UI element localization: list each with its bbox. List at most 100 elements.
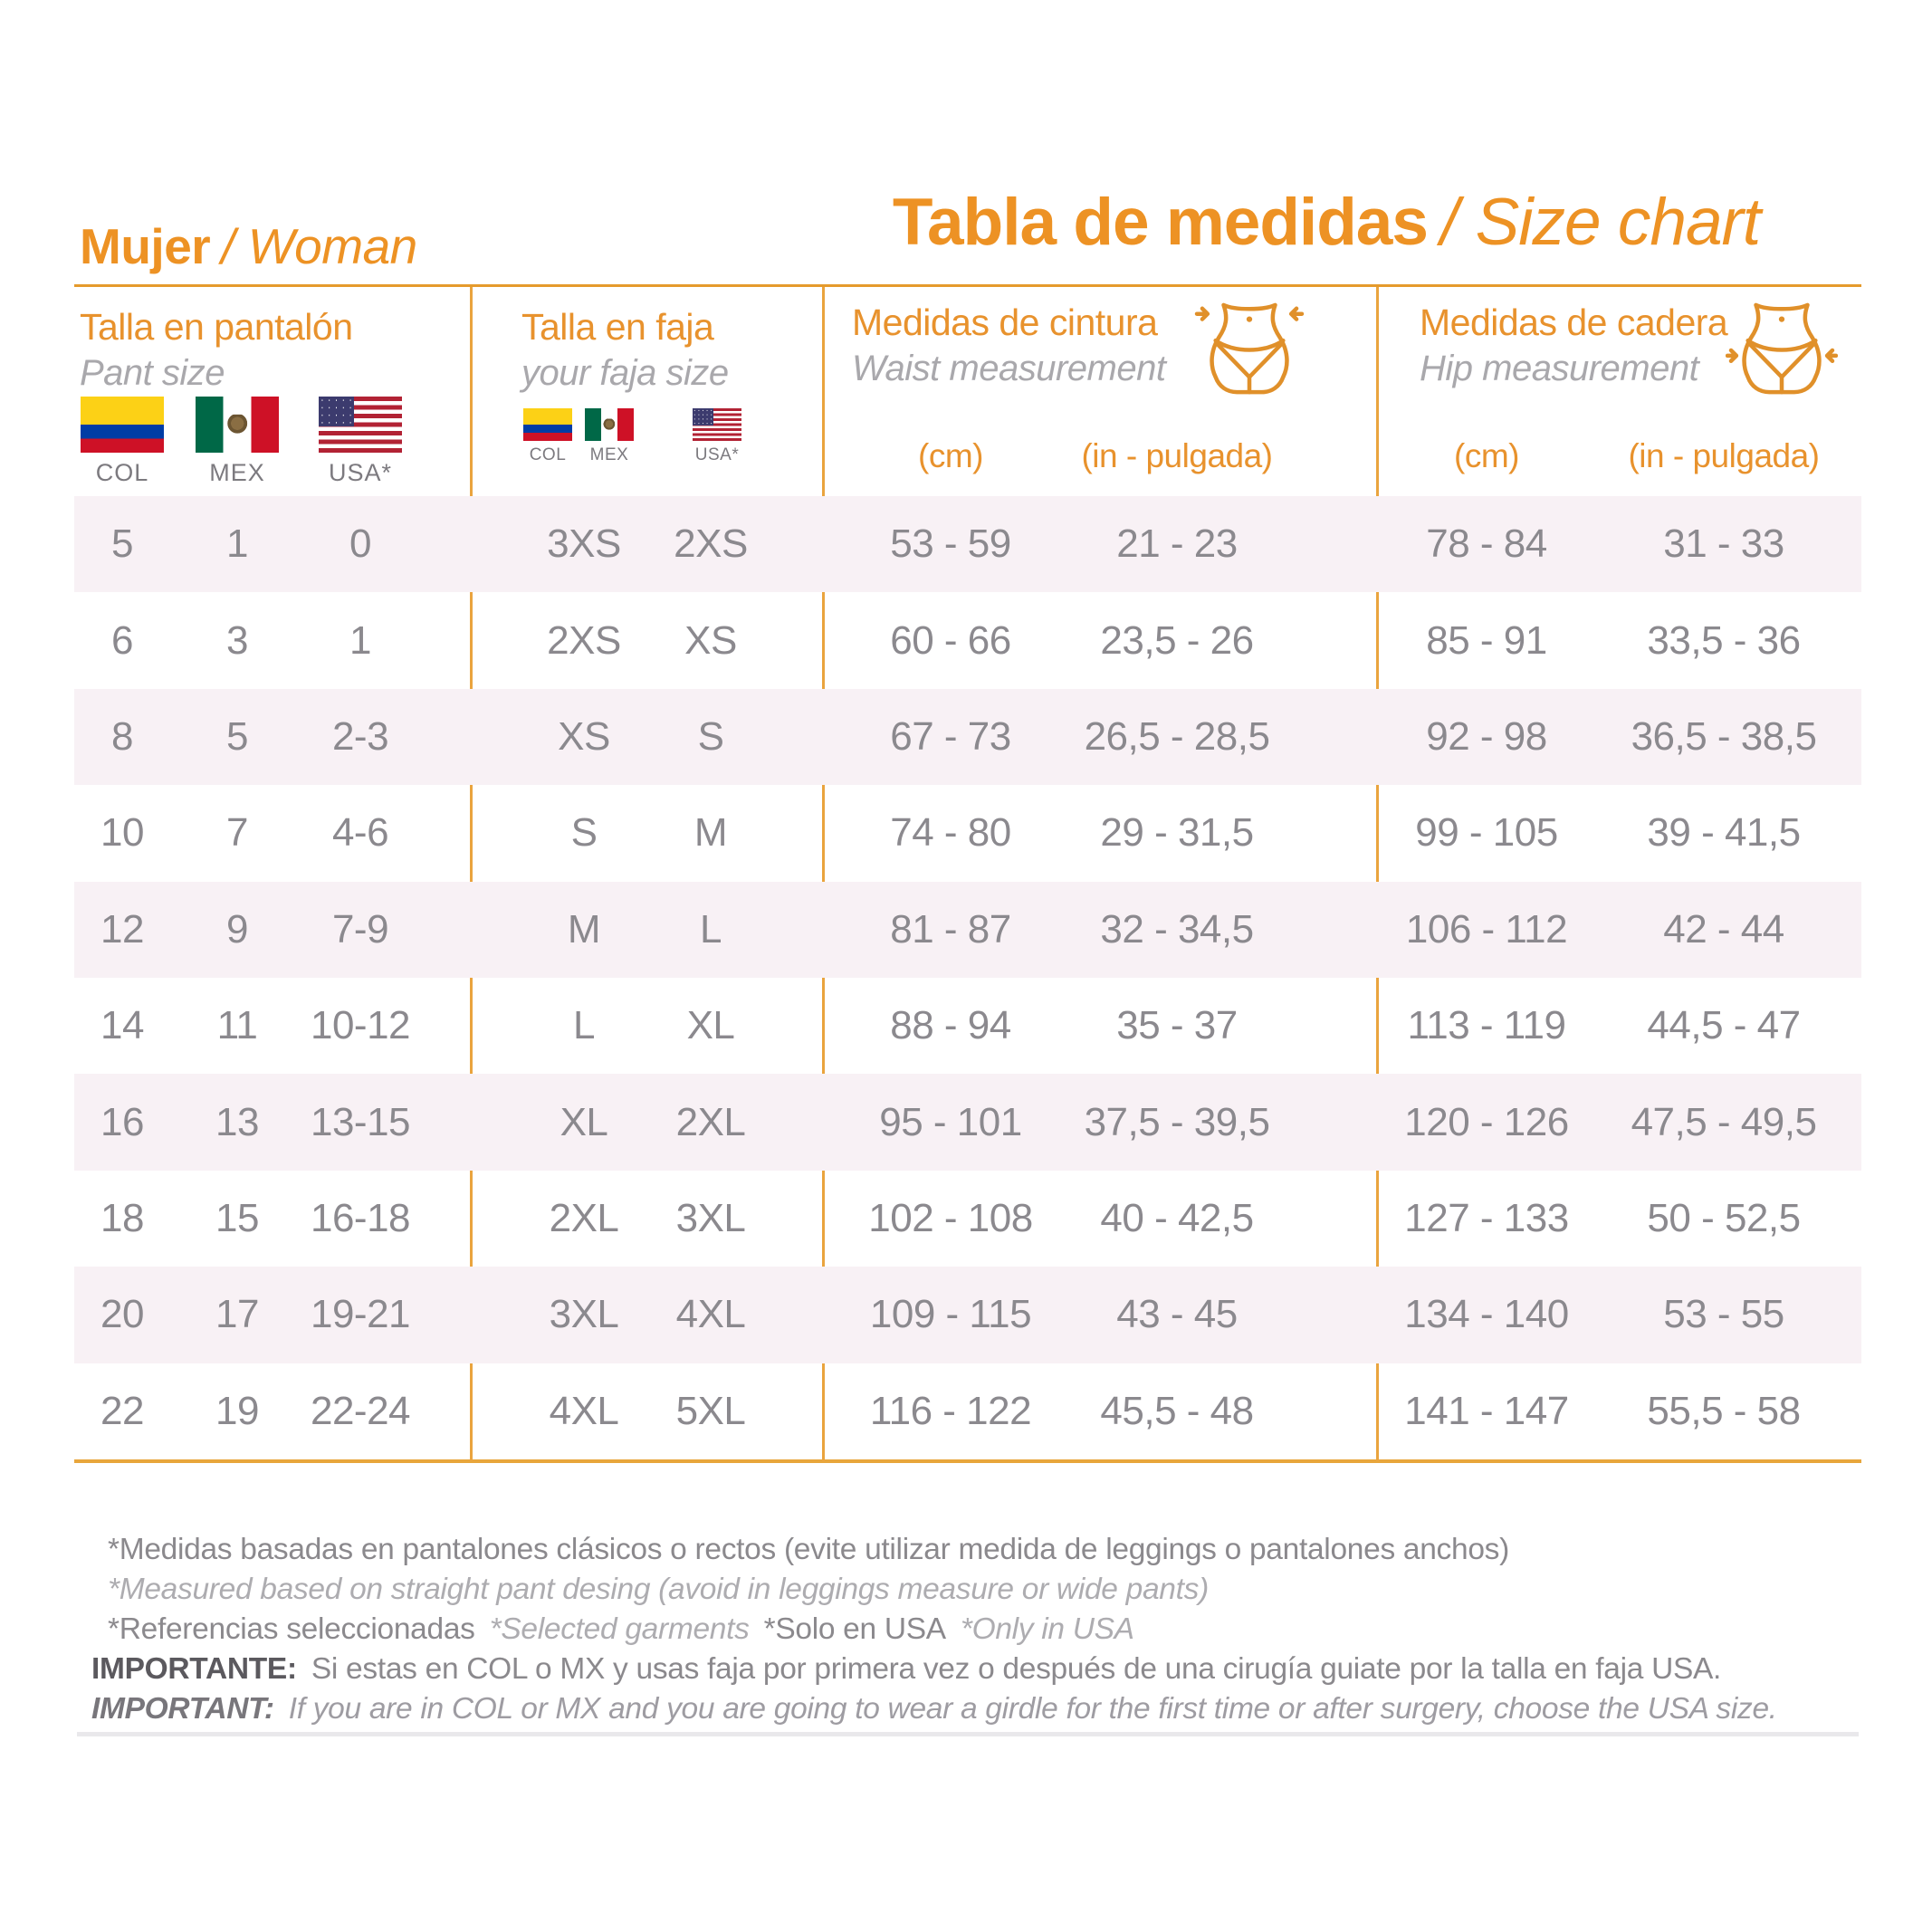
flag-label-usa: USA* [328,459,393,486]
cell-waist-cm: 53 - 59 [890,521,1011,567]
spacer [1286,397,1387,494]
cell-pant-col: 22 [100,1388,144,1433]
page-title-en: / Size chart [1440,186,1761,259]
cell-pant-col: 14 [100,1003,144,1048]
note-solo-usa-es: *Solo en USA [763,1612,947,1646]
page-title: Tabla de medidas / Size chart [801,185,1851,260]
cell-pant-mex: 15 [215,1195,259,1240]
pant-size-header: Talla en pantalón Pant size [80,306,353,394]
note-es-pants: *Medidas basadas en pantalones clásicos … [108,1533,1509,1566]
cell-waist-in: 40 - 42,5 [1100,1195,1254,1240]
top-divider [74,284,1861,287]
cell-faja-colmex: M [567,906,601,952]
colombia-flag-icon [81,397,164,453]
note-important: IMPORTANT: If you are in COL or MX and yo… [91,1689,1777,1729]
cell-waist-cm: 81 - 87 [890,906,1011,952]
cell-pant-usa: 19-21 [310,1292,411,1337]
cell-faja-usa: XS [684,617,737,663]
usa-flag-icon [319,397,402,453]
waist-in-unit: (in - pulgada) [1081,437,1273,474]
spacer [416,397,521,494]
colombia-flag-icon [523,408,572,441]
hip-header: Medidas de cadera Hip measurement [1420,301,1728,389]
cell-hip-in: 36,5 - 38,5 [1631,713,1817,759]
cell-faja-usa: 3XL [675,1195,746,1240]
faja-usa-flag: USA* [693,408,741,465]
cell-hip-in: 33,5 - 36 [1647,617,1801,663]
footer-divider [77,1732,1859,1736]
cell-pant-usa: 16-18 [310,1195,411,1240]
cell-pant-usa: 1 [349,617,371,663]
cell-waist-cm: 95 - 101 [879,1099,1022,1144]
cell-faja-colmex: XL [560,1099,608,1144]
subject-heading-es: Mujer [80,218,211,274]
cell-pant-usa: 13-15 [310,1099,411,1144]
table-row: 5 1 0 3XS 2XS 53 - 59 21 - 23 78 - 84 31 - 33 [74,496,1861,593]
cell-faja-colmex: 4XL [549,1388,619,1433]
pant-usa-flag-cell: USA* [304,397,416,494]
cell-pant-col: 16 [100,1099,144,1144]
cell-hip-cm: 134 - 140 [1404,1292,1569,1337]
pant-size-subtitle: Pant size [80,353,225,393]
faja-size-title: Talla en faja [521,306,714,348]
cell-pant-usa: 2-3 [331,713,389,759]
cell-faja-usa: L [700,906,722,952]
usa-flag-icon [693,408,741,441]
waist-title: Medidas de cintura [852,301,1158,343]
table-row: 18 15 16-18 2XL 3XL 102 - 108 40 - 42,5 127 - 1… [74,1171,1861,1267]
cell-faja-colmex: 2XL [549,1195,619,1240]
cell-pant-col: 12 [100,906,144,952]
note-en-pants: *Measured based on straight pant desing … [108,1573,1209,1606]
cell-hip-cm: 127 - 133 [1404,1195,1569,1240]
cell-pant-col: 8 [111,713,133,759]
hip-measurement-icon [1726,302,1838,395]
hip-cm-unit: (cm) [1454,437,1519,474]
cell-hip-in: 39 - 41,5 [1647,810,1801,856]
cell-waist-in: 21 - 23 [1116,521,1238,567]
cell-waist-in: 32 - 34,5 [1100,906,1254,952]
mexico-flag-icon [585,408,634,441]
pant-size-title: Talla en pantalón [80,306,353,348]
cell-waist-in: 45,5 - 48 [1100,1388,1254,1433]
column-divider-3 [1376,287,1379,1461]
flag-label-col: COL [529,445,567,464]
waist-subtitle: Waist measurement [852,349,1166,388]
cell-pant-mex: 5 [226,713,248,759]
cell-waist-in: 29 - 31,5 [1100,810,1254,856]
flag-label-usa: USA* [694,445,740,464]
cell-faja-usa: 2XL [675,1099,746,1144]
cell-pant-usa: 4-6 [331,810,389,856]
cell-faja-usa: 5XL [675,1388,746,1433]
cell-waist-cm: 74 - 80 [890,810,1011,856]
flag-label-col: COL [95,459,149,486]
cell-pant-mex: 1 [226,521,248,567]
cell-pant-mex: 7 [226,810,248,856]
size-table-body: 5 1 0 3XS 2XS 53 - 59 21 - 23 78 - 84 31 - 33 6 3 1… [74,496,1861,1459]
spacer [774,397,833,494]
cell-faja-colmex: 3XS [547,521,621,567]
important-text: If you are in COL or MX and you are goin… [288,1692,1777,1726]
cell-waist-cm: 116 - 122 [869,1388,1032,1433]
cell-waist-cm: 67 - 73 [890,713,1011,759]
cell-hip-cm: 141 - 147 [1404,1388,1569,1433]
cell-hip-in: 55,5 - 58 [1647,1388,1801,1433]
importante-text: Si estas en COL o MX y usas faja por pri… [311,1652,1722,1686]
hip-subtitle: Hip measurement [1420,349,1699,388]
table-row: 16 13 13-15 XL 2XL 95 - 101 37,5 - 39,5 120 - 1… [74,1074,1861,1171]
mexico-flag-icon [196,397,279,453]
cell-waist-in: 37,5 - 39,5 [1084,1099,1270,1144]
cell-faja-colmex: L [573,1003,595,1048]
table-row: 12 9 7-9 M L 81 - 87 32 - 34,5 106 - 112 42 - 44 [74,881,1861,978]
cell-pant-col: 18 [100,1195,144,1240]
column-divider-2 [822,287,825,1461]
cell-pant-col: 10 [100,810,144,856]
faja-colombia-flag: COL [523,408,572,465]
importante-label: IMPORTANTE: [91,1652,297,1686]
cell-pant-mex: 9 [226,906,248,952]
cell-pant-mex: 11 [216,1003,258,1048]
important-label: IMPORTANT: [91,1692,274,1726]
cell-faja-colmex: XS [558,713,610,759]
cell-faja-usa: S [697,713,724,759]
bottom-divider [74,1459,1861,1463]
